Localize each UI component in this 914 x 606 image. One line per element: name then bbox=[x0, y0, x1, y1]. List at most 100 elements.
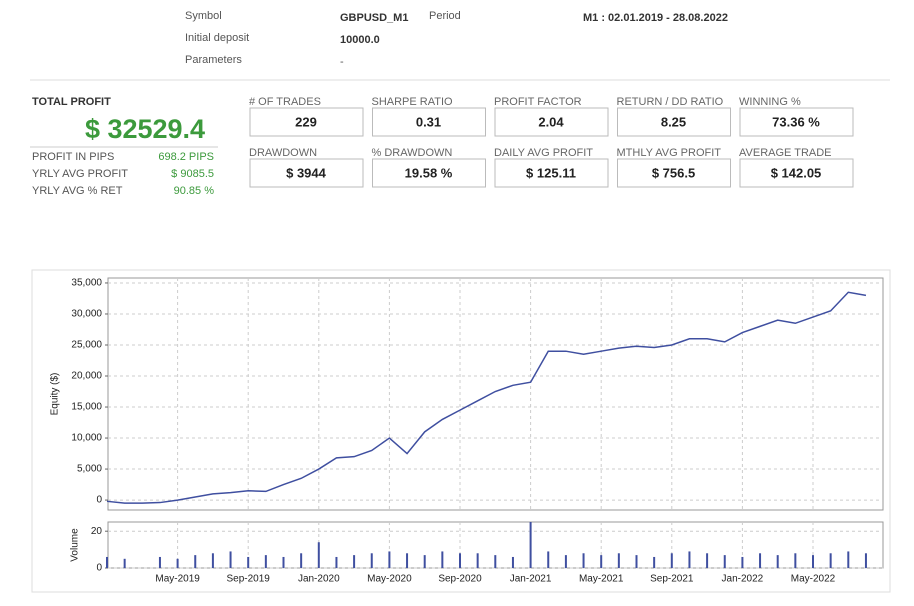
y-tick-label: 0 bbox=[96, 563, 102, 574]
volume-bar bbox=[194, 555, 197, 568]
x-tick-label: May-2020 bbox=[367, 574, 412, 585]
volume-bar bbox=[617, 553, 620, 568]
y-tick-label: 30,000 bbox=[71, 309, 102, 320]
stat-box bbox=[739, 158, 854, 188]
volume-bar bbox=[741, 556, 744, 568]
stat-label: % DRAWDOWN bbox=[372, 147, 453, 159]
summary-value: 90.85 % bbox=[174, 185, 215, 197]
volume-bar bbox=[547, 551, 550, 568]
header-text: Initial deposit bbox=[185, 32, 249, 44]
stat-value: $ 125.11 bbox=[526, 165, 576, 180]
x-tick-label: Sep-2020 bbox=[438, 574, 482, 585]
stat-label: PROFIT FACTOR bbox=[494, 96, 582, 108]
x-tick-label: Jan-2021 bbox=[510, 574, 552, 585]
summary-value: $ 9085.5 bbox=[171, 168, 214, 180]
stat-label: # OF TRADES bbox=[249, 96, 321, 108]
stat-label: WINNING % bbox=[739, 96, 801, 108]
stat-box bbox=[372, 158, 486, 188]
volume-bar bbox=[829, 553, 832, 568]
header-text: M1 : 02.01.2019 - 28.08.2022 bbox=[583, 12, 728, 24]
x-tick-label: May-2022 bbox=[791, 574, 836, 585]
equity-line bbox=[106, 291, 867, 504]
y-tick-label: 0 bbox=[96, 495, 102, 506]
header-text: GBPUSD_M1 bbox=[340, 12, 408, 24]
stat-label: AVERAGE TRADE bbox=[739, 147, 832, 159]
stat-label: SHARPE RATIO bbox=[372, 96, 454, 108]
volume-bar bbox=[564, 555, 567, 568]
volume-bar bbox=[776, 555, 779, 568]
volume-bar bbox=[335, 556, 338, 568]
x-tick-label: Jan-2020 bbox=[298, 574, 340, 585]
volume-bar bbox=[317, 542, 320, 568]
header-text: Symbol bbox=[185, 10, 222, 22]
stat-label: DAILY AVG PROFIT bbox=[494, 147, 593, 159]
volume-bar bbox=[247, 556, 250, 568]
stat-box bbox=[617, 107, 731, 137]
volume-bar bbox=[406, 553, 409, 568]
volume-bar bbox=[176, 558, 179, 568]
volume-bar bbox=[282, 556, 285, 568]
stat-box bbox=[494, 158, 609, 188]
volume-bar bbox=[106, 556, 108, 568]
volume-bar bbox=[370, 553, 373, 568]
volume-bar bbox=[847, 551, 850, 568]
y-tick-label: 15,000 bbox=[71, 402, 102, 413]
volume-bar bbox=[264, 555, 267, 568]
y-tick-label: 20,000 bbox=[71, 371, 102, 382]
stat-value: $ 756.5 bbox=[652, 165, 695, 180]
x-tick-label: Sep-2019 bbox=[227, 574, 271, 585]
volume-bar bbox=[388, 551, 391, 568]
header-text: Parameters bbox=[185, 54, 242, 66]
volume-bar bbox=[529, 522, 532, 568]
stat-value: $ 3944 bbox=[286, 165, 327, 180]
volume-bar bbox=[582, 553, 585, 568]
volume-bar bbox=[723, 555, 726, 568]
stat-value: $ 142.05 bbox=[771, 165, 822, 180]
volume-bar bbox=[123, 558, 126, 568]
summary-title: TOTAL PROFIT bbox=[32, 96, 111, 108]
volume-bar bbox=[759, 553, 762, 568]
volume-bar bbox=[670, 553, 673, 568]
stat-box bbox=[739, 107, 854, 137]
volume-bar bbox=[812, 555, 814, 568]
x-tick-label: May-2019 bbox=[155, 574, 200, 585]
stat-label: DRAWDOWN bbox=[249, 147, 317, 159]
volume-bar bbox=[423, 555, 426, 568]
volume-bar bbox=[864, 553, 867, 568]
volume-bar bbox=[158, 556, 161, 568]
volume-bar bbox=[353, 555, 356, 568]
y-tick-label: 35,000 bbox=[71, 278, 102, 289]
volume-bar bbox=[794, 553, 797, 568]
header-text: - bbox=[340, 56, 344, 68]
stat-value: 73.36 % bbox=[772, 114, 820, 129]
chart-frame bbox=[31, 269, 891, 593]
y-tick-label: 5,000 bbox=[77, 464, 102, 475]
summary-value: 698.2 PIPS bbox=[158, 151, 214, 163]
volume-bar bbox=[300, 553, 303, 568]
stat-value: 8.25 bbox=[661, 114, 686, 129]
volume-bar bbox=[635, 555, 638, 568]
summary-label: YRLY AVG % RET bbox=[32, 185, 123, 197]
volume-bar bbox=[441, 551, 444, 568]
stat-value: 0.31 bbox=[416, 114, 441, 129]
y-tick-label: 10,000 bbox=[71, 433, 102, 444]
volume-bar bbox=[688, 551, 691, 568]
y-tick-label: 20 bbox=[91, 526, 103, 537]
y-tick-label: 25,000 bbox=[71, 340, 102, 351]
stat-label: MTHLY AVG PROFIT bbox=[617, 147, 722, 159]
volume-bar bbox=[476, 553, 479, 568]
header-text: 10000.0 bbox=[340, 34, 380, 46]
stat-value: 19.58 % bbox=[405, 165, 453, 180]
x-tick-label: Jan-2022 bbox=[722, 574, 764, 585]
volume-bar bbox=[600, 555, 603, 568]
volume-bar bbox=[706, 553, 709, 568]
total-profit: $ 32529.4 bbox=[85, 114, 205, 144]
summary-label: PROFIT IN PIPS bbox=[32, 151, 114, 163]
header-text: Period bbox=[429, 10, 461, 22]
volume-bar bbox=[229, 551, 232, 568]
y-axis-label: Equity ($) bbox=[50, 373, 61, 416]
stat-box bbox=[617, 158, 731, 188]
stat-box bbox=[249, 158, 364, 188]
plot-area bbox=[107, 277, 884, 511]
